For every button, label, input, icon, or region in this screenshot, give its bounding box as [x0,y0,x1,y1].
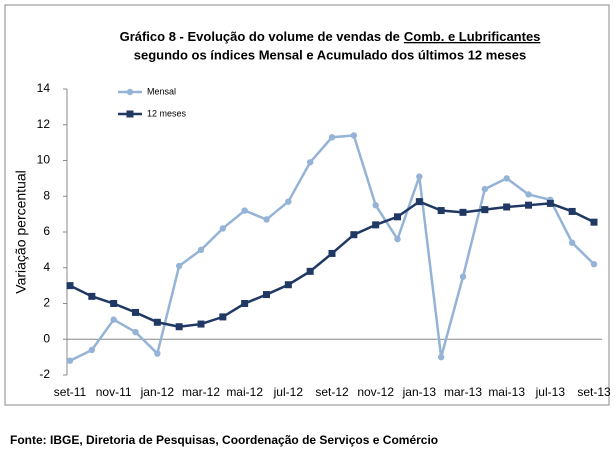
point [263,216,270,223]
chart-subtitle: segundo os índices Mensal e Acumulado do… [134,47,527,62]
point [132,308,139,316]
y-tick-label: 6 [43,224,50,238]
point [459,208,467,216]
x-tick-label: jan-13 [402,385,437,399]
y-tick-label: 14 [37,81,51,95]
x-tick-label: jul-12 [273,385,304,399]
point [416,173,423,180]
y-tick-label: 12 [37,117,51,131]
point [525,201,532,209]
y-axis-label: Variação percentual [13,170,29,293]
point [394,235,401,243]
point [546,199,554,207]
point [350,231,358,239]
legend-marker [126,110,134,118]
point [284,281,292,289]
point [241,300,249,307]
title-text: Gráfico 8 - Evolução do volume de vendas… [120,29,400,44]
point [153,318,161,326]
chart-title: Gráfico 8 - Evolução do volume de vendas… [120,29,541,44]
point [66,282,74,290]
point [197,246,205,254]
x-tick-label: jul-13 [535,385,566,399]
point [459,273,467,280]
point [175,262,183,270]
source-note: Fonte: IBGE, Diretoria de Pesquisas, Coo… [10,433,438,447]
x-tick-label: nov-12 [357,385,394,399]
point [481,185,489,193]
point [110,316,117,323]
point [437,353,445,361]
point [350,132,358,139]
x-tick-label: jan-12 [140,385,175,399]
point [175,323,183,331]
point [88,292,96,300]
x-tick-label: nov-11 [96,385,132,399]
point [525,191,532,198]
point [197,320,205,328]
y-tick-label: 4 [43,260,50,274]
point [372,201,379,209]
legend-label: Mensal [147,86,176,96]
point [219,225,227,232]
point [154,350,161,357]
point [88,346,96,354]
point [503,175,510,182]
point [263,291,270,299]
point [590,260,598,268]
x-tick-label: set-12 [315,385,349,399]
point [219,313,227,321]
x-tick-label: mai-12 [226,385,263,399]
point [306,159,314,166]
point [437,207,445,215]
point [503,203,511,211]
y-tick-label: 2 [43,296,50,310]
point [394,213,401,221]
y-tick-label: 0 [43,331,50,345]
point [568,207,576,215]
y-tick-label: 8 [43,188,50,202]
point [328,249,336,257]
x-tick-label: mar-12 [182,385,220,399]
legend-label: 12 meses [147,108,187,118]
x-tick-label: mar-13 [444,385,482,399]
point [372,221,380,229]
point [132,328,139,336]
title-underlined: Comb. e Lubrificantes [404,29,541,44]
point [306,267,314,275]
point [285,198,292,205]
point [481,206,489,214]
point [241,207,248,214]
legend-marker [126,88,134,96]
x-tick-label: mai-13 [488,385,525,399]
point [66,357,74,364]
point [110,300,118,307]
point [568,239,576,246]
point [590,218,598,226]
x-tick-label: set-13 [577,385,611,399]
point [328,134,336,141]
point [415,198,423,206]
x-tick-label: set-11 [54,385,87,399]
y-tick-label: 10 [37,153,51,167]
y-tick-label: -2 [39,367,50,381]
